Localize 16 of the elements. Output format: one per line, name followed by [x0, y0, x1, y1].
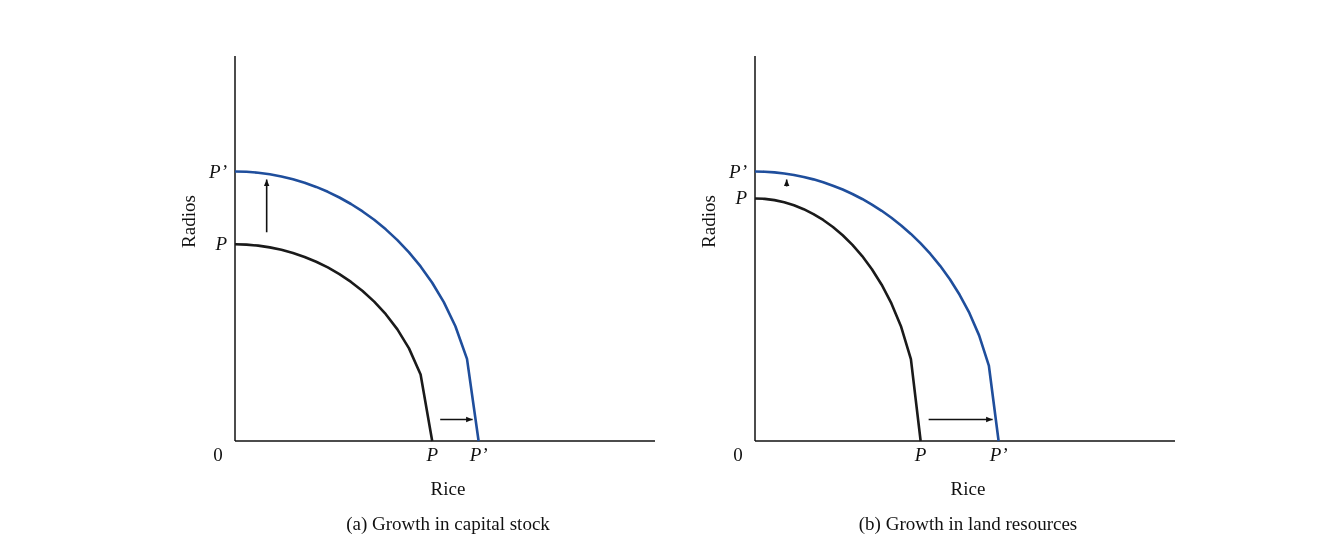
text: P — [734, 187, 748, 209]
text: (b) Growth in land resources — [858, 513, 1078, 535]
y-axis-title: Radios — [178, 195, 199, 248]
text: P — [214, 233, 228, 255]
text: 0 — [733, 444, 743, 465]
text: 0 — [213, 444, 223, 465]
x-axis-title: Rice — [950, 478, 986, 499]
text: P’ — [988, 444, 1008, 465]
text: (a) Growth in capital stock — [346, 513, 551, 535]
y-axis-title: Radios — [698, 195, 719, 248]
text: P — [425, 444, 439, 465]
x-axis-title: Rice — [430, 478, 466, 499]
text: P’ — [208, 160, 227, 182]
text: P’ — [468, 444, 488, 465]
text: P’ — [728, 160, 747, 182]
text: P — [913, 444, 927, 465]
